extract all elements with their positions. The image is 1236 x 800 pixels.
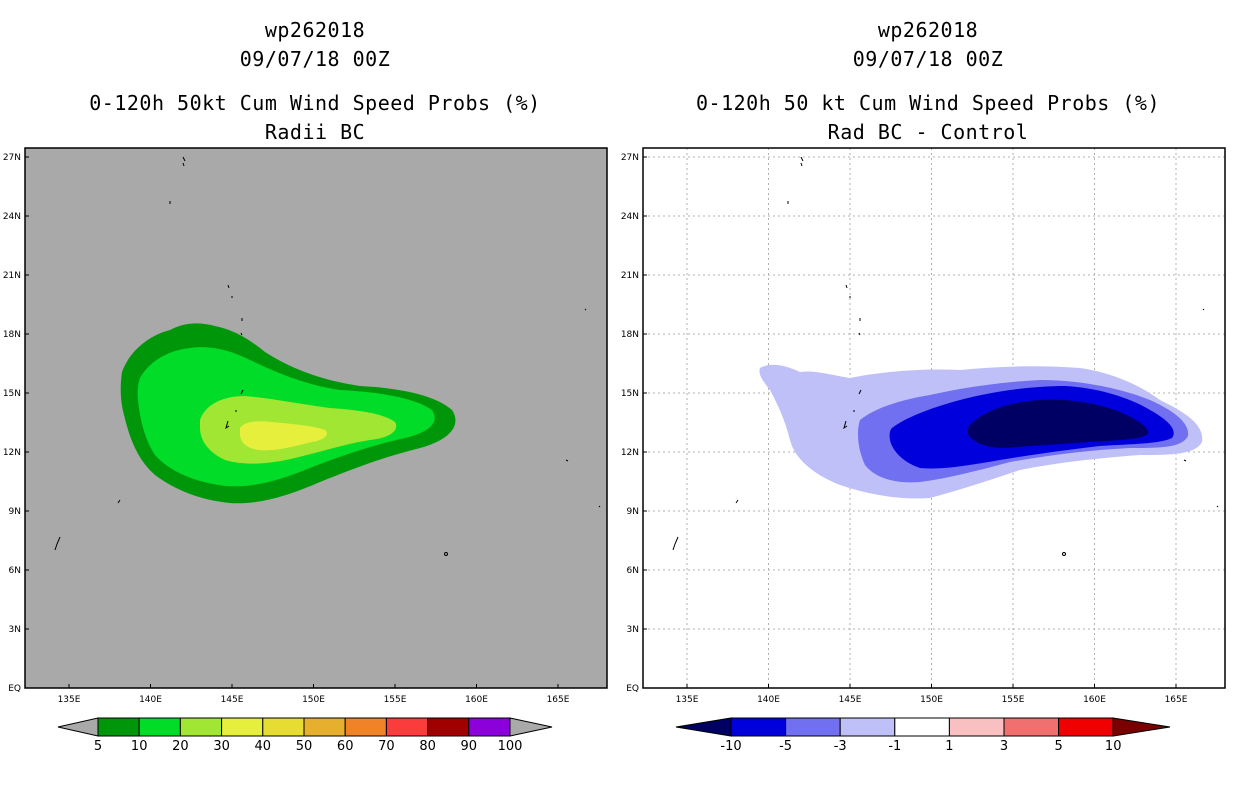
left-datetime: 09/07/18 00Z [239,47,391,71]
right-difference-field [672,156,1219,556]
left-lon-labels: 135E 140E 145E 150E 155E 160E 165E [58,684,570,705]
left-colorbar-label: 20 [172,739,189,754]
left-colorbar-swatch [385,717,429,737]
left-colorbar-swatch [468,717,511,737]
left-lat-label: 6N [9,566,21,576]
right-colorbar-swatch [894,717,950,737]
left-colorbar-label: 30 [213,739,230,754]
left-lat-label: 24N [3,212,21,222]
right-map-frame [642,147,1226,689]
left-lon-label: 150E [302,695,325,705]
left-title: 0-120h 50kt Cum Wind Speed Probs (%) [89,91,541,115]
right-lat-label: 27N [621,153,639,163]
right-colorbar-swatch [1058,717,1114,737]
left-subtitle: Radii BC [264,120,366,144]
right-lon-label: 135E [676,695,699,705]
right-storm-id: wp262018 [877,18,979,42]
right-colorbar-label: 3 [1000,739,1008,754]
right-lon-label: 165E [1165,695,1188,705]
right-colorbar-label: -1 [888,739,901,754]
right-colorbar-min-arrow [675,717,732,737]
left-colorbar-swatch [303,717,346,737]
right-lat-label: 12N [621,448,639,458]
right-colorbar: -10 -5 -3 -1 1 3 5 10 [675,717,1171,754]
left-colorbar-label: 60 [337,739,354,754]
left-colorbar-swatch [97,717,140,737]
left-map-frame [24,147,608,689]
left-lat-label: 21N [3,271,21,281]
left-lon-label: 145E [221,695,244,705]
left-colorbar-label: 10 [131,739,148,754]
prob-contour-30 [240,421,327,451]
right-title: 0-120h 50 kt Cum Wind Speed Probs (%) [695,91,1161,115]
left-colorbar-label: 100 [498,739,523,754]
right-lon-label: 160E [1083,695,1106,705]
right-lat-label: 9N [627,507,639,517]
right-colorbar-label: -5 [779,739,792,754]
right-lat-label: 15N [621,389,639,399]
right-lon-label: 140E [757,695,780,705]
right-colorbar-swatch [730,717,787,737]
right-datetime: 09/07/18 00Z [852,47,1004,71]
left-lat-label: 27N [3,153,21,163]
left-colorbar-swatch [138,717,181,737]
right-lat-label: 6N [627,566,639,576]
left-lat-labels: 27N 24N 21N 18N 15N 12N 9N 6N 3N EQ [3,153,29,694]
right-coastlines [672,156,1219,556]
left-colorbar-label: 5 [94,739,102,754]
left-lat-label: 3N [9,625,21,635]
left-colorbar-swatch [427,717,470,737]
left-lon-label: 135E [58,695,81,705]
right-colorbar-swatch [1003,717,1060,737]
left-lat-label: 9N [9,507,21,517]
right-lon-labels: 135E 140E 145E 150E 155E 160E 165E [676,684,1188,705]
right-lat-label: 3N [627,625,639,635]
right-colorbar-swatch [948,717,1005,737]
left-colorbar-label: 50 [296,739,313,754]
left-lon-label: 165E [547,695,570,705]
right-lat-labels: 27N 24N 21N 18N 15N 12N 9N 6N 3N EQ [621,153,647,694]
left-probability-field [54,156,601,556]
right-lat-label: 18N [621,330,639,340]
left-lat-label: EQ [8,684,21,694]
left-lat-label: 15N [3,389,21,399]
left-colorbar-swatch [179,717,223,737]
left-lon-label: 155E [384,695,407,705]
left-colorbar-swatch [344,717,387,737]
left-lat-label: 12N [3,448,21,458]
right-lon-label: 145E [839,695,862,705]
right-colorbar-label: -3 [834,739,847,754]
left-colorbar-swatch [221,717,264,737]
right-subtitle: Rad BC - Control [827,120,1029,144]
right-lat-label: EQ [626,684,639,694]
left-colorbar: 5 10 20 30 40 50 60 70 80 90 100 [57,717,553,754]
right-colorbar-label: 1 [945,739,953,754]
left-colorbar-label: 80 [419,739,436,754]
right-colorbar-label: 5 [1054,739,1062,754]
left-coastlines [54,156,601,556]
right-lat-label: 21N [621,271,639,281]
diff-contour-neg10 [967,399,1149,448]
right-colorbar-label: -10 [720,739,741,754]
left-colorbar-label: 40 [255,739,272,754]
left-lon-label: 140E [139,695,162,705]
right-colorbar-label: 10 [1105,739,1122,754]
right-colorbar-max-arrow [1112,717,1171,737]
left-colorbar-swatch [262,717,305,737]
left-colorbar-min-arrow [57,717,99,737]
left-colorbar-label: 70 [378,739,395,754]
left-colorbar-max-arrow [509,717,553,737]
right-lon-label: 155E [1002,695,1025,705]
right-lon-label: 150E [920,695,943,705]
right-colorbar-swatch [839,717,896,737]
left-lat-label: 18N [3,330,21,340]
left-colorbar-label: 90 [461,739,478,754]
right-colorbar-swatch [785,717,841,737]
right-lat-label: 24N [621,212,639,222]
left-lon-label: 160E [465,695,488,705]
left-storm-id: wp262018 [264,18,366,42]
